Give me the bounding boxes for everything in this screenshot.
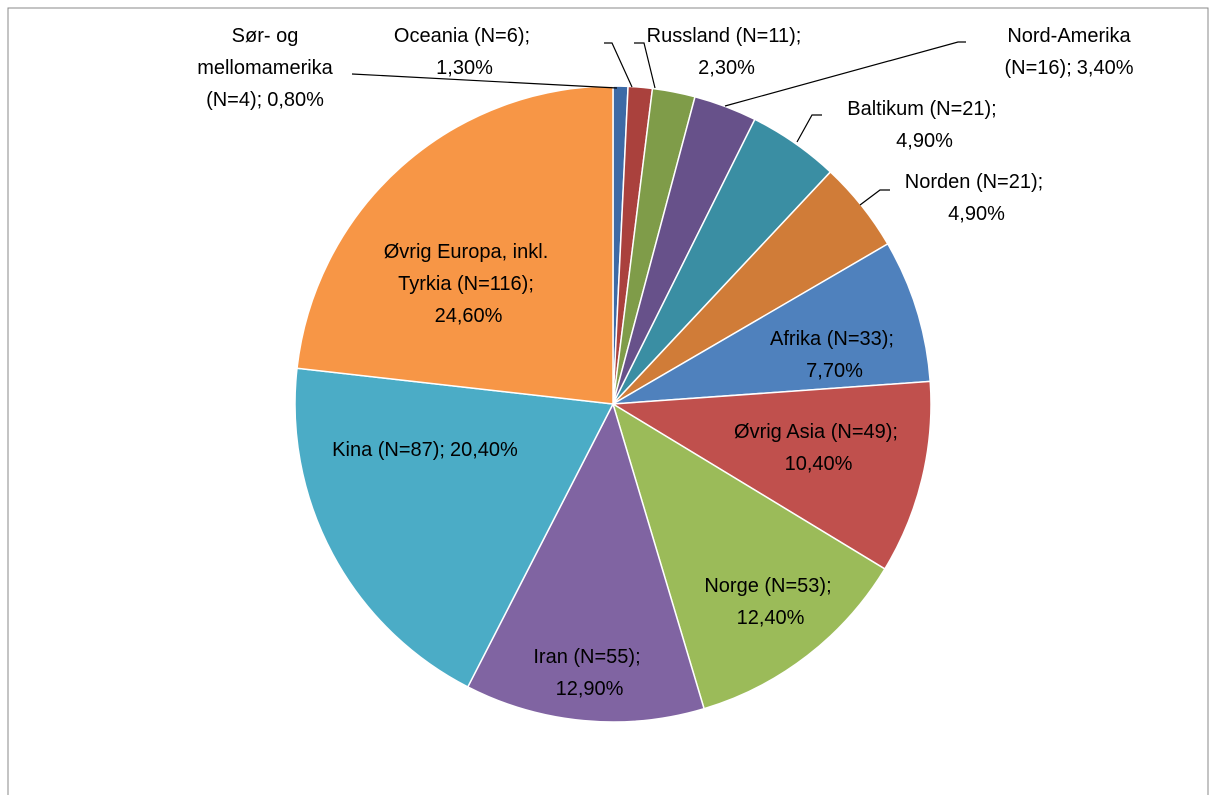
leader-line [604, 42, 633, 88]
category-label: Kina (N=87); [332, 439, 445, 461]
category-label: Øvrig Europa, inkl. Tyrkia (N=116); [383, 241, 549, 295]
value-label: 24,60% [434, 305, 503, 327]
pie-slice [612, 242, 931, 405]
leader-lines [351, 41, 966, 206]
data-label: Kina (N=87); 20,40% [290, 434, 560, 466]
value-label: 20,40% [450, 439, 518, 461]
data-label: Iran (N=55); 12,90% [505, 641, 670, 705]
data-label: Øvrig Europa, inkl. Tyrkia (N=116); 24,60… [366, 236, 566, 332]
value-label: 4,90% [896, 130, 953, 152]
data-label: Norden (N=21); 4,90% [889, 166, 1059, 230]
leader-line [724, 41, 966, 107]
chart-frame [7, 7, 1209, 795]
category-label: Norden (N=21); [904, 171, 1044, 193]
data-label: Oceania (N=6); 1,30% [387, 20, 537, 84]
category-label: Norge (N=53); [704, 575, 832, 597]
data-label: Sør- og mellomamerika (N=4); 0,80% [190, 20, 340, 116]
data-label: Nord-Amerika (N=16); 3,40% [997, 20, 1142, 84]
leader-line [634, 42, 656, 89]
data-label: Afrika (N=33); 7,70% [750, 323, 915, 387]
leader-line [351, 73, 618, 89]
value-label: 7,70% [806, 360, 863, 382]
value-label: 12,40% [736, 607, 805, 629]
pie-slice [611, 402, 886, 710]
value-label: 0,80% [267, 89, 324, 111]
value-label: 3,40% [1076, 57, 1134, 79]
pie-slice [296, 85, 614, 405]
slices [294, 85, 932, 723]
value-label: 10,40% [784, 453, 853, 475]
pie-slice [466, 401, 706, 723]
category-label: Øvrig Asia (N=49); [734, 421, 898, 443]
data-label: Øvrig Asia (N=49); 10,40% [714, 416, 919, 480]
value-label: 1,30% [436, 57, 493, 79]
category-label: Afrika (N=33); [770, 328, 894, 350]
value-label: 4,90% [948, 203, 1005, 225]
category-label: Sør- og mellomamerika (N=4); [197, 25, 333, 111]
pie-slice [610, 380, 932, 570]
value-label: 12,90% [555, 678, 624, 700]
category-label: Russland (N=11); [646, 25, 802, 47]
category-label: Baltikum (N=21); [847, 98, 997, 120]
category-label: Nord-Amerika (N=16); [1004, 25, 1131, 79]
leader-line [796, 114, 822, 143]
leader-line [859, 189, 890, 206]
data-label: Baltikum (N=21); 4,90% [837, 93, 1007, 157]
category-label: Oceania (N=6); [393, 25, 531, 47]
data-label: Russland (N=11); 2,30% [637, 20, 812, 84]
value-label: 2,30% [698, 57, 755, 79]
category-label: Iran (N=55); [533, 646, 641, 668]
data-label: Norge (N=53); 12,40% [681, 570, 856, 634]
pie-slice [294, 367, 615, 688]
